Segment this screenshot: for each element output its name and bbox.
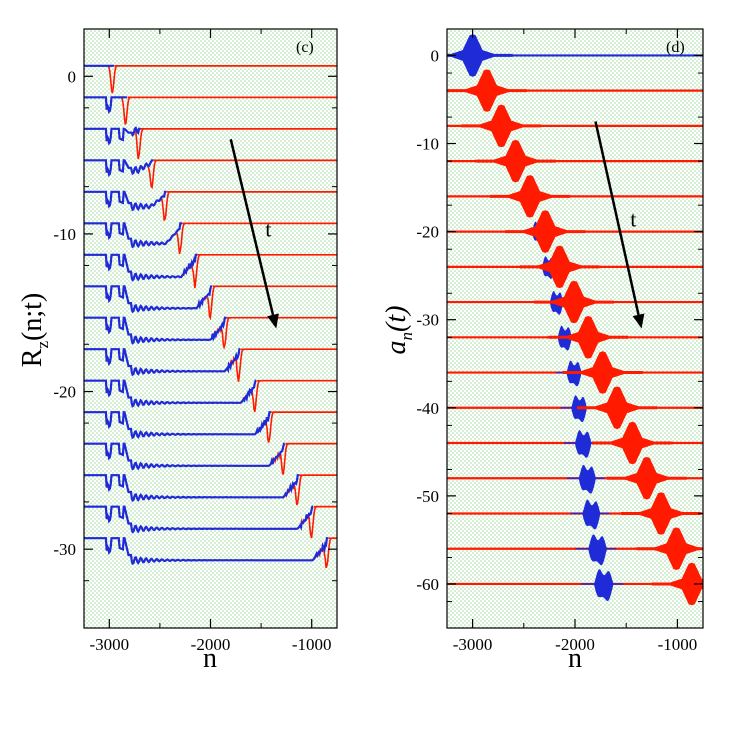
x-tick-label: -3000 bbox=[453, 635, 493, 654]
panel-d-time-arrowhead bbox=[632, 313, 645, 329]
y-tick-label: -60 bbox=[416, 575, 439, 594]
y-tick-label: -40 bbox=[416, 399, 439, 418]
y-tick-label: 0 bbox=[68, 67, 77, 86]
blue-packet bbox=[578, 464, 596, 494]
blue-curve bbox=[84, 285, 213, 314]
blue-curve bbox=[84, 442, 286, 471]
blue-curve bbox=[84, 379, 257, 408]
y-tick-label: 0 bbox=[431, 46, 440, 65]
panel-d-time-arrow bbox=[594, 121, 640, 316]
panel-c: t -3000 -2000 -1000 0 -10 -20 -30 (c) n Rz(n;… bbox=[17, 28, 338, 674]
y-tick-label: -50 bbox=[416, 487, 439, 506]
blue-packet bbox=[582, 499, 601, 530]
panel-d-y-label-args: (t) bbox=[381, 306, 412, 332]
blue-packet bbox=[593, 569, 614, 601]
blue-curve bbox=[84, 411, 271, 440]
panel-c-curves bbox=[84, 64, 337, 569]
blue-curve bbox=[84, 253, 198, 282]
panel-d-plot-area bbox=[447, 29, 703, 628]
blue-curve bbox=[84, 96, 127, 115]
panel-c-label: (c) bbox=[296, 39, 314, 56]
panel-d-x-ticks: -3000 -2000 -1000 bbox=[453, 29, 697, 654]
blue-curve bbox=[84, 537, 329, 566]
panel-c-y-label: Rz(n;t) bbox=[17, 293, 52, 367]
panel-c-arrow-label: t bbox=[265, 216, 271, 241]
panel-d-y-label-main: a bbox=[381, 340, 412, 354]
panel-c-x-label: n bbox=[203, 643, 217, 674]
panel-c-y-label-sub: z bbox=[33, 341, 52, 349]
blue-curve bbox=[84, 159, 154, 178]
panel-d-y-label: an(t) bbox=[381, 306, 416, 355]
svg-text:Rz(n;t): Rz(n;t) bbox=[17, 293, 52, 367]
y-tick-label: -10 bbox=[416, 135, 439, 154]
panel-d: t -3000 -2000 -1000 0 -10 -20 -30 -40 -50 -60 (d… bbox=[381, 28, 704, 674]
panel-c-time-arrow bbox=[229, 139, 275, 316]
panel-c-x-ticks: -3000 -2000 -1000 bbox=[89, 29, 332, 654]
panel-c-y-label-main: R bbox=[17, 348, 48, 367]
panel-d-arrow-label: t bbox=[630, 207, 636, 232]
blue-curve bbox=[84, 505, 314, 534]
y-tick-label: -30 bbox=[53, 540, 76, 559]
x-tick-label: -1000 bbox=[292, 635, 332, 654]
panel-c-y-label-args: (n;t) bbox=[17, 293, 48, 341]
blue-curve bbox=[84, 348, 241, 377]
x-tick-label: -2000 bbox=[555, 635, 595, 654]
blue-packet bbox=[574, 430, 592, 458]
x-tick-label: -1000 bbox=[658, 635, 698, 654]
y-tick-label: -30 bbox=[416, 311, 439, 330]
blue-curve bbox=[84, 126, 141, 146]
panel-d-curves bbox=[447, 34, 703, 606]
y-tick-label: -10 bbox=[53, 225, 76, 244]
panel-d-y-label-sub: n bbox=[397, 332, 416, 341]
panel-d-label: (d) bbox=[666, 39, 685, 56]
panel-d-y-ticks: 0 -10 -20 -30 -40 -50 -60 bbox=[416, 28, 703, 603]
svg-text:an(t): an(t) bbox=[381, 306, 416, 355]
blue-curve bbox=[84, 190, 167, 212]
blue-packet bbox=[588, 534, 607, 566]
panel-c-y-ticks: 0 -10 -20 -30 bbox=[53, 28, 337, 582]
y-tick-label: -20 bbox=[416, 223, 439, 242]
x-tick-label: -2000 bbox=[191, 635, 231, 654]
blue-curve bbox=[84, 474, 300, 503]
y-tick-label: -20 bbox=[53, 383, 76, 402]
panel-c-time-arrowhead bbox=[267, 313, 279, 329]
panel-d-x-label: n bbox=[568, 643, 582, 674]
x-tick-label: -3000 bbox=[89, 635, 129, 654]
blue-curve bbox=[84, 316, 227, 345]
blue-curve bbox=[84, 222, 182, 249]
